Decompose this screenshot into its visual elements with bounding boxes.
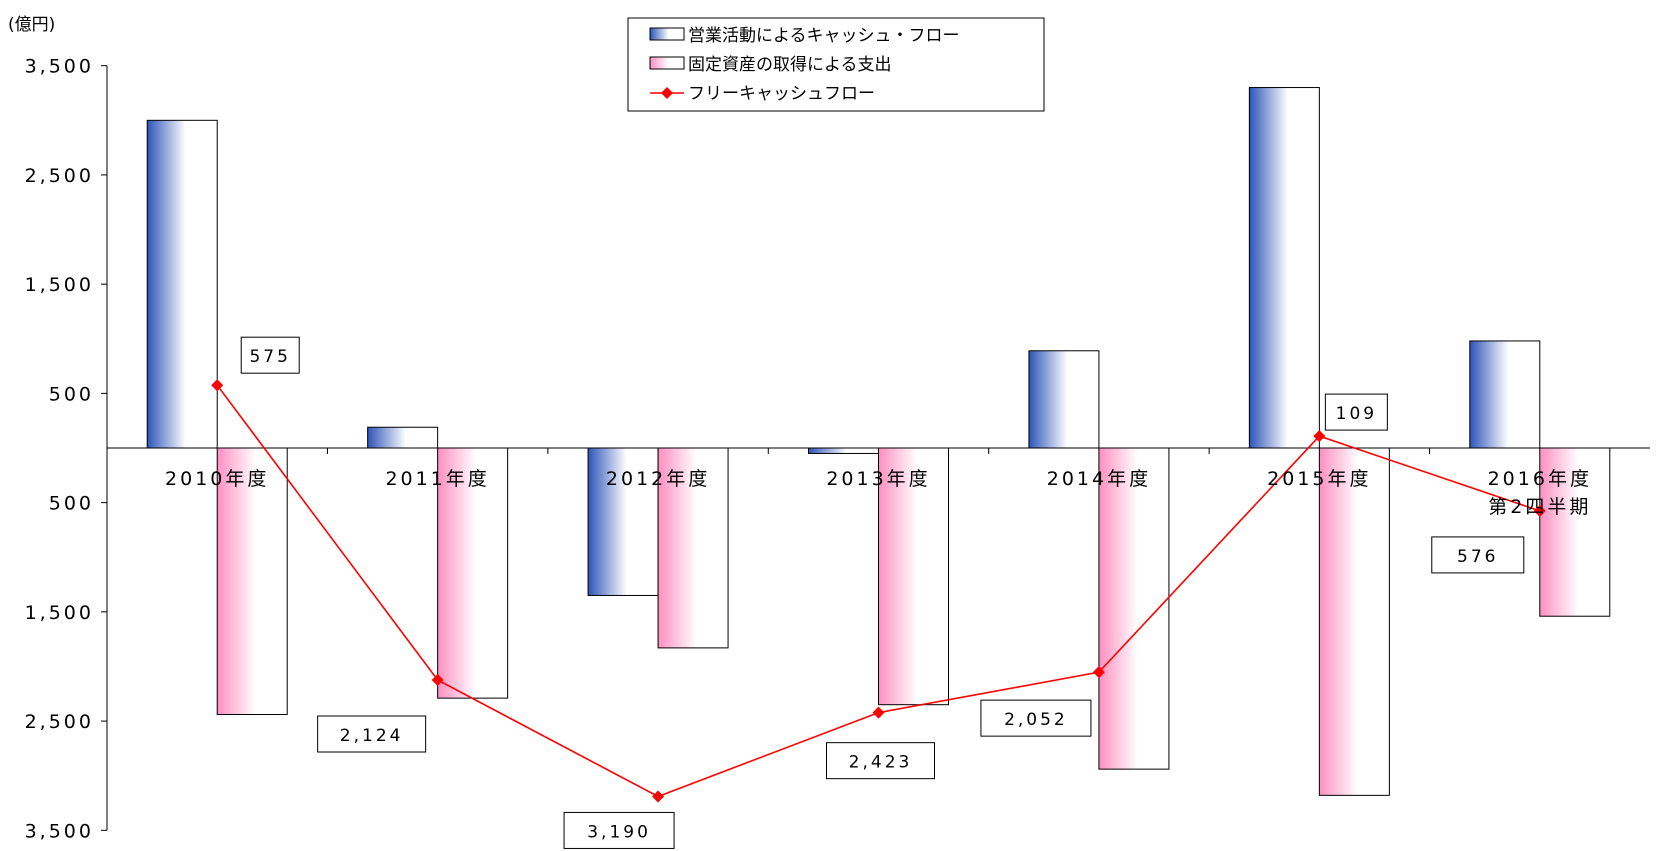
free-cash-flow-line (211, 379, 1546, 803)
fcf-point-marker (211, 379, 224, 392)
x-category-label: 2013年度 (826, 468, 930, 490)
fcf-data-label: 575 (249, 347, 290, 367)
fcf-data-label: 2,423 (849, 753, 913, 773)
y-tick-label: 500 (49, 493, 94, 515)
capex-bar (1318, 447, 1390, 796)
y-tick-label: 2,500 (25, 711, 94, 733)
operating-cf-bar (1469, 340, 1541, 449)
x-category-label: 2015年度 (1267, 468, 1371, 490)
fcf-data-label-box (826, 742, 935, 780)
operating-cf-bar (367, 426, 439, 449)
operating-cf-bar (146, 119, 218, 449)
x-category-label: 2011年度 (385, 468, 489, 490)
fcf-data-label-box (1431, 536, 1525, 574)
fcf-data-label: 2,124 (340, 726, 404, 746)
legend-swatch-capex (649, 56, 685, 70)
legend-label-fcf: フリーキャッシュフロー (688, 84, 875, 104)
y-tick-label: 1,500 (25, 274, 94, 296)
operating-cf-bar (808, 447, 879, 454)
fcf-data-label-box (1324, 393, 1388, 431)
legend-swatch-operating-cf (649, 27, 685, 41)
fcf-point-marker (872, 706, 885, 719)
x-category-label: 2010年度 (165, 468, 269, 490)
x-category-label: 第2四半期 (1488, 496, 1591, 518)
operating-cf-bar (1248, 87, 1320, 449)
fcf-data-label: 3,190 (587, 822, 651, 842)
y-tick-label: 1,500 (25, 602, 94, 624)
capex-bar (657, 447, 729, 649)
fcf-point-marker (1092, 666, 1105, 679)
y-axis-unit-label: (億円) (8, 15, 55, 35)
y-tick-label: 500 (49, 383, 94, 405)
x-category-label: 2012年度 (606, 468, 710, 490)
legend-swatch-fcf-marker (661, 87, 673, 99)
fcf-point-marker (431, 674, 444, 687)
fcf-data-label: 2,052 (1004, 710, 1068, 730)
fcf-point-marker (1313, 430, 1326, 443)
bars (146, 87, 1611, 796)
category-labels: 2010年度 2011年度 2012年度 2013年度 2014年度 2015年度 2016… (165, 468, 1592, 518)
y-tick-label: 3,500 (25, 820, 94, 842)
fcf-data-label-box (980, 699, 1092, 737)
fcf-point-marker (1533, 504, 1546, 517)
legend-label-operating-cf: 営業活動によるキャッシュ・フロー (688, 26, 960, 46)
fcf-data-label-box (563, 811, 675, 849)
operating-cf-bar (587, 447, 659, 596)
y-tick-label: 2,500 (25, 165, 94, 187)
x-category-label: 2016年度 (1488, 468, 1592, 490)
operating-cf-bar (1028, 350, 1100, 449)
capex-bar (878, 447, 949, 706)
legend-box (627, 17, 1045, 112)
legend-label-capex: 固定資産の取得による支出 (688, 55, 892, 75)
fcf-data-label-box (317, 715, 427, 753)
data-labels: 575 2,124 3,190 2,423 2,052 109 576 (240, 336, 1525, 849)
capex-bar (1539, 447, 1611, 617)
fcf-data-label: 576 (1457, 547, 1498, 567)
fcf-data-label-box (240, 336, 300, 374)
fcf-point-marker (652, 790, 665, 803)
capex-bar (216, 447, 288, 716)
fcf-data-label: 109 (1336, 404, 1377, 424)
x-category-label: 2014年度 (1047, 468, 1151, 490)
y-tick-label: 3,500 (25, 56, 94, 78)
